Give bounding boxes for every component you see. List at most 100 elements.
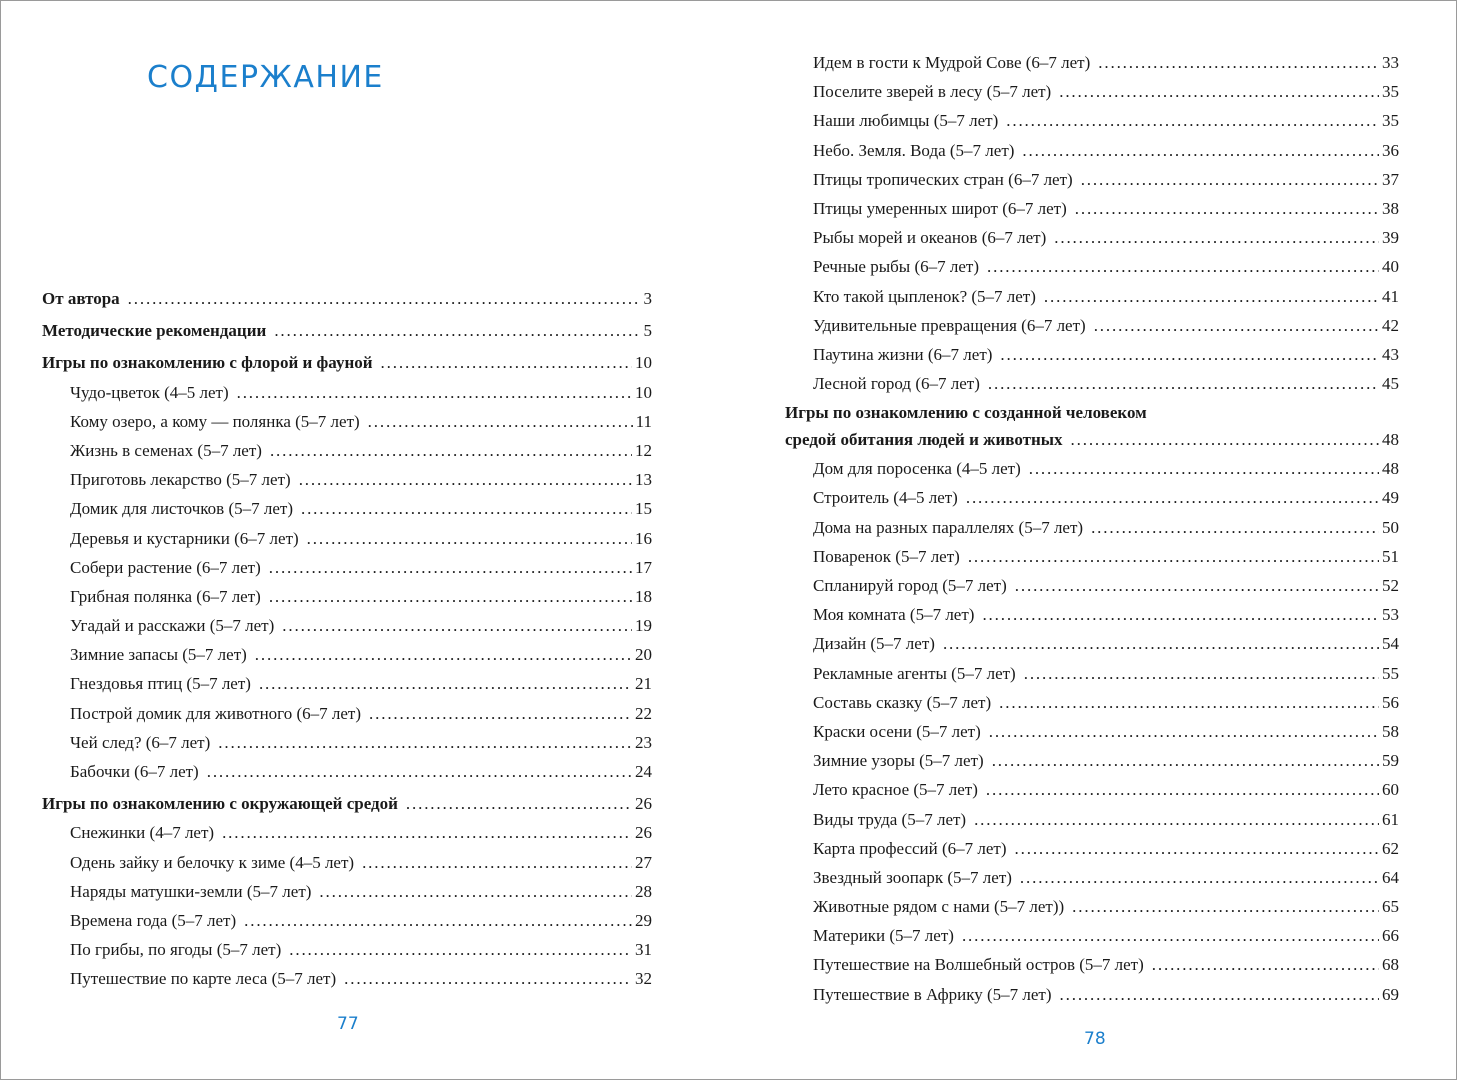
toc-entry[interactable]: Строитель (4–5 лет) 49 [785,483,1399,512]
toc-entry[interactable]: Лето красное (5–7 лет) 60 [785,775,1399,804]
toc-entry-title: Виды труда (5–7 лет) [813,809,967,829]
toc-entry[interactable]: Виды труда (5–7 лет) 61 [785,805,1399,834]
toc-entry[interactable]: Собери растение (6–7 лет) 17 [42,553,652,582]
dot-leader [270,436,632,465]
toc-entry[interactable]: Составь сказку (5–7 лет) 56 [785,688,1399,717]
toc-entry[interactable]: Звездный зоопарк (5–7 лет) 64 [785,863,1399,892]
toc-entry[interactable]: По грибы, по ягоды (5–7 лет) 31 [42,935,652,964]
toc-section-entry[interactable]: Методические рекомендации 5 [42,316,652,345]
toc-entry-title: Кому озеро, а кому — полянка (5–7 лет) [70,411,360,431]
toc-entry[interactable]: Небо. Земля. Вода (5–7 лет) 36 [785,136,1399,165]
toc-entry[interactable]: Наряды матушки-земли (5–7 лет) 28 [42,877,652,906]
page-number: 78 [1084,1029,1106,1049]
toc-entry[interactable]: Лесной город (6–7 лет) 45 [785,369,1399,398]
dot-leader [1059,77,1379,106]
toc-entry-title: Звездный зоопарк (5–7 лет) [813,867,1012,887]
toc-entry[interactable]: Животные рядом с нами (5–7 лет)) 65 [785,892,1399,921]
toc-page-number: 64 [1382,867,1399,887]
toc-section-entry[interactable]: Игры по ознакомлению с созданной человек… [785,401,1399,454]
toc-entry[interactable]: Гнездовья птиц (5–7 лет) 21 [42,669,652,698]
dot-leader [1091,513,1379,542]
toc-entry[interactable]: Зимние запасы (5–7 лет) 20 [42,640,652,669]
toc-entry-title: Идем в гости к Мудрой Сове (6–7 лет) [813,53,1091,72]
toc-entry[interactable]: Путешествие по карте леса (5–7 лет) 32 [42,964,652,993]
toc-entry[interactable]: Угадай и расскажи (5–7 лет) 19 [42,611,652,640]
toc-entry-title: Поселите зверей в лесу (5–7 лет) [813,82,1052,102]
toc-entry[interactable]: Материки (5–7 лет) 66 [785,921,1399,950]
dot-leader [1024,659,1379,688]
toc-entry[interactable]: Карта профессий (6–7 лет) 62 [785,834,1399,863]
toc-entry[interactable]: Чей след? (6–7 лет) 23 [42,728,652,757]
toc-page-number: 11 [635,411,652,431]
toc-page-number: 69 [1382,984,1399,1004]
toc-entry[interactable]: Поваренок (5–7 лет) 51 [785,542,1399,571]
toc-entry-title: Чей след? (6–7 лет) [70,732,211,752]
toc-page-number: 68 [1382,955,1399,975]
toc-page-number: 12 [635,440,652,460]
toc-entry[interactable]: Птицы тропических стран (6–7 лет) 37 [785,165,1399,194]
toc-page-number: 59 [1382,751,1399,771]
toc-entry-title: Зимние узоры (5–7 лет) [813,751,984,771]
toc-section-entry[interactable]: Игры по ознакомлению с флорой и фауной 10 [42,348,652,377]
toc-entry-title: Чудо-цветок (4–5 лет) [70,382,229,402]
toc-entry[interactable]: Наши любимцы (5–7 лет) 35 [785,106,1399,135]
toc-entry[interactable]: Грибная полянка (6–7 лет) 18 [42,582,652,611]
dot-leader [222,818,632,847]
toc-entry[interactable]: Приготовь лекарство (5–7 лет) 13 [42,465,652,494]
toc-entry[interactable]: Бабочки (6–7 лет) 24 [42,757,652,786]
toc-entry-title: Путешествие на Волшебный остров (5–7 лет… [813,955,1144,975]
toc-entry[interactable]: Рыбы морей и океанов (6–7 лет) 39 [785,223,1399,252]
toc-entry[interactable]: Чудо-цветок (4–5 лет) 10 [42,378,652,407]
toc-entry-title: Рыбы морей и океанов (6–7 лет) [813,228,1047,248]
toc-entry[interactable]: Спланируй город (5–7 лет) 52 [785,571,1399,600]
toc-entry[interactable]: Дом для поросенка (4–5 лет) 48 [785,454,1399,483]
toc-page-number: 56 [1382,692,1399,712]
toc-list-right: Идем в гости к Мудрой Сове (6–7 лет) 33 По… [785,48,1399,1009]
toc-entry[interactable]: Дома на разных параллелях (5–7 лет) 50 [785,513,1399,542]
toc-entry[interactable]: Рекламные агенты (5–7 лет) 55 [785,659,1399,688]
dot-leader [406,789,632,818]
toc-page-number: 45 [1382,374,1399,394]
toc-entry[interactable]: Построй домик для животного (6–7 лет) 22 [42,699,652,728]
right-page: Идем в гости к Мудрой Сове (6–7 лет) 33 По… [728,0,1457,1080]
dot-leader [992,746,1379,775]
toc-page-number: 48 [1382,430,1399,450]
toc-entry[interactable]: Идем в гости к Мудрой Сове (6–7 лет) 33 [785,48,1399,77]
toc-page-number: 52 [1382,576,1399,595]
toc-page-number: 62 [1382,838,1399,858]
toc-entry[interactable]: Снежинки (4–7 лет) 26 [42,818,652,847]
toc-entry[interactable]: Кому озеро, а кому — полянка (5–7 лет) 11 [42,407,652,436]
toc-entry[interactable]: Зимние узоры (5–7 лет) 59 [785,746,1399,775]
toc-list-left: От автора 3 Методические рекомендации 5 Игры… [42,284,652,994]
toc-entry-title: Удивительные превращения (6–7 лет) [813,315,1086,335]
toc-entry[interactable]: Моя комната (5–7 лет) 53 [785,600,1399,629]
toc-entry-title: Собери растение (6–7 лет) [70,557,261,577]
toc-entry[interactable]: Птицы умеренных широт (6–7 лет) 38 [785,194,1399,223]
toc-entry[interactable]: Кто такой цыпленок? (5–7 лет) 41 [785,282,1399,311]
dot-leader [244,906,632,935]
toc-entry[interactable]: Домик для листочков (5–7 лет) 15 [42,494,652,523]
dot-leader [344,964,632,993]
toc-entry[interactable]: Времена года (5–7 лет) 29 [42,906,652,935]
toc-entry[interactable]: Путешествие в Африку (5–7 лет) 69 [785,980,1399,1009]
toc-entry[interactable]: Дизайн (5–7 лет) 54 [785,629,1399,658]
toc-entry[interactable]: Одень зайку и белочку к зиме (4–5 лет) 27 [42,848,652,877]
toc-entry[interactable]: Путешествие на Волшебный остров (5–7 лет… [785,950,1399,979]
toc-page-number: 49 [1382,488,1399,508]
dot-leader [237,378,632,407]
toc-entry[interactable]: Жизнь в семенах (5–7 лет) 12 [42,436,652,465]
toc-entry[interactable]: Паутина жизни (6–7 лет) 43 [785,340,1399,369]
toc-page-number: 55 [1382,663,1399,683]
toc-entry-title: Наши любимцы (5–7 лет) [813,111,999,131]
toc-section-entry[interactable]: Игры по ознакомлению с окружающей средой… [42,789,652,818]
toc-entry[interactable]: Удивительные превращения (6–7 лет) 42 [785,311,1399,340]
toc-section-entry[interactable]: От автора 3 [42,284,652,313]
toc-entry[interactable]: Краски осени (5–7 лет) 58 [785,717,1399,746]
dot-leader [255,640,632,669]
toc-entry[interactable]: Деревья и кустарники (6–7 лет) 16 [42,524,652,553]
toc-entry[interactable]: Поселите зверей в лесу (5–7 лет) 35 [785,77,1399,106]
dot-leader [1020,863,1379,892]
toc-entry[interactable]: Речные рыбы (6–7 лет) 40 [785,252,1399,281]
toc-page-number: 38 [1382,198,1399,218]
toc-entry-title: Дом для поросенка (4–5 лет) [813,459,1021,479]
